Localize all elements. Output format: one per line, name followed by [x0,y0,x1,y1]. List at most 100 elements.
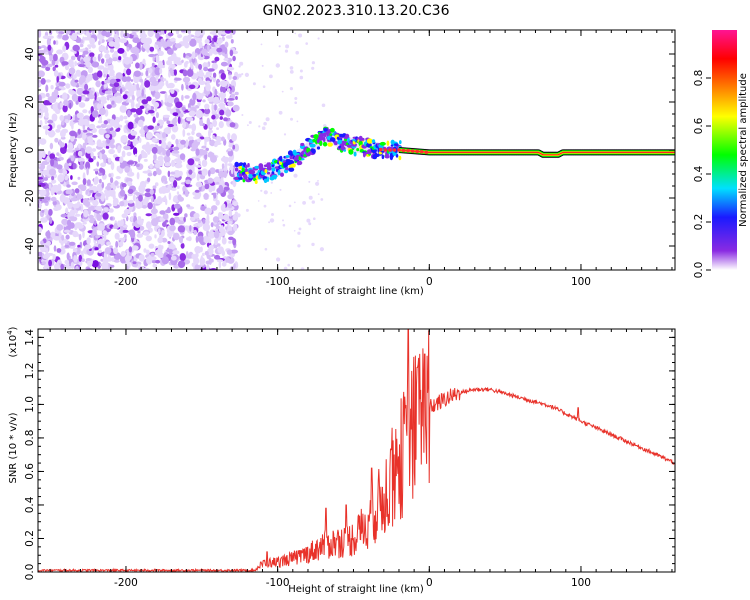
spectrogram-noise-speck [87,33,91,41]
spectrogram-noise-speck [153,204,156,213]
spectrogram-x-tick-label: -100 [266,276,290,288]
spectrogram-noise-speck [245,208,249,212]
spectrogram-ridge-blob [366,138,373,144]
spectrogram-noise-speck [201,145,207,149]
spectrogram-noise-speck [101,30,107,36]
spectrogram-noise-speck [168,244,176,250]
spectrogram-noise-speck [150,252,155,257]
spectrogram-noise-speck [298,227,302,231]
spectrogram-noise-speck [283,133,287,136]
spectrogram-noise-speck [65,207,69,215]
spectrogram-noise-speck [177,143,182,148]
spectrogram-noise-speck [308,195,313,200]
spectrogram-noise-speck [179,253,186,262]
spectrogram-noise-speck [109,96,117,104]
spectrogram-noise-speck [167,123,174,128]
spectrogram-noise-speck [79,164,84,170]
spectrogram-noise-speck [72,162,77,170]
spectrogram-noise-speck [119,156,124,164]
spectrogram-noise-speck [86,237,91,245]
spectrogram-noise-speck [233,223,238,232]
spectrogram-noise-speck [133,70,142,77]
spectrogram-noise-speck [186,204,191,208]
spectrogram-noise-speck [142,205,147,209]
spectrogram-noise-speck [75,37,82,43]
spectrogram-noise-speck [209,139,215,147]
spectrogram-noise-speck [212,96,220,105]
spectrogram-noise-speck [177,34,183,39]
spectrogram-noise-speck [130,108,138,113]
spectrogram-noise-speck [186,132,191,136]
spectrogram-noise-speck [98,249,102,254]
spectrogram-noise-speck [219,221,222,226]
chart-title: GN02.2023.310.13.20.C36 [263,3,450,19]
spectrogram-noise-speck [296,120,299,123]
spectrogram-noise-speck [232,214,238,221]
spectrogram-noise-speck [175,30,180,35]
spectrogram-noise-speck [207,177,214,184]
spectrogram-noise-speck [108,148,115,155]
spectrogram-noise-speck [232,144,236,150]
spectrogram-noise-speck [64,176,69,181]
spectrogram-noise-speck [91,260,99,268]
spectrogram-noise-speck [183,52,186,58]
spectrogram-noise-speck [229,49,234,57]
spectrogram-noise-speck [131,94,135,101]
spectrogram-noise-speck [306,218,311,223]
spectrogram-noise-speck [132,261,137,265]
spectrogram-noise-speck [101,81,105,85]
spectrogram-noise-speck [113,33,119,40]
spectrogram-ridge-blob [271,167,276,172]
spectrogram-noise-speck [211,103,214,112]
spectrogram-noise-speck [126,76,132,82]
spectrogram-noise-speck [191,123,197,132]
spectrogram-noise-speck [221,250,225,257]
spectrogram-ridge-blob [266,176,270,183]
spectrogram-ridge-blob [381,154,385,160]
spectrogram-noise-speck [61,234,65,241]
spectrogram-noise-speck [70,175,73,180]
spectrogram-ridge-blob [254,165,260,169]
spectrogram-noise-speck [87,94,95,100]
spectrogram-noise-speck [188,169,193,175]
spectrogram-noise-speck [247,124,249,127]
spectrogram-noise-speck [198,41,203,49]
spectrogram-noise-speck [128,229,135,236]
spectrogram-noise-speck [126,151,132,157]
spectrogram-noise-speck [41,209,45,213]
spectrogram-noise-speck [102,230,108,235]
spectrogram-noise-speck [232,104,240,112]
spectrogram-noise-speck [183,61,188,68]
spectrogram-noise-speck [88,123,96,130]
spectrogram-noise-speck [154,182,159,187]
spectrogram-noise-speck [220,80,228,88]
spectrogram-noise-speck [81,258,85,263]
spectrogram-noise-speck [220,61,228,67]
spectrogram-noise-speck [135,107,143,116]
spectrogram-noise-speck [222,87,227,93]
spectrogram-noise-speck [46,155,50,163]
spectrogram-noise-speck [206,264,210,270]
spectrogram-noise-speck [147,172,153,177]
spectrogram-noise-speck [313,217,316,220]
spectrogram-noise-speck [79,241,83,249]
spectrogram-noise-speck [231,133,237,142]
spectrogram-noise-speck [96,70,103,78]
spectrogram-noise-speck [176,60,183,66]
spectrogram-x-tick-label: 0 [426,276,433,288]
spectrogram-noise-speck [61,218,69,226]
spectrogram-noise-speck [173,69,177,76]
spectrogram-noise-speck [52,253,56,261]
spectrogram-noise-speck [171,159,175,167]
spectrogram-noise-speck [48,183,52,189]
spectrogram-noise-speck [180,242,185,249]
spectrogram-noise-speck [139,180,147,188]
spectrogram-noise-speck [191,51,196,60]
spectrogram-noise-speck [63,229,71,233]
spectrogram-noise-speck [124,120,129,124]
spectrogram-noise-speck [302,201,306,205]
spectrogram-noise-speck [38,226,43,234]
spectrogram-noise-speck [197,219,202,224]
spectrogram-noise-speck [219,116,223,120]
spectrogram-noise-speck [67,201,74,209]
